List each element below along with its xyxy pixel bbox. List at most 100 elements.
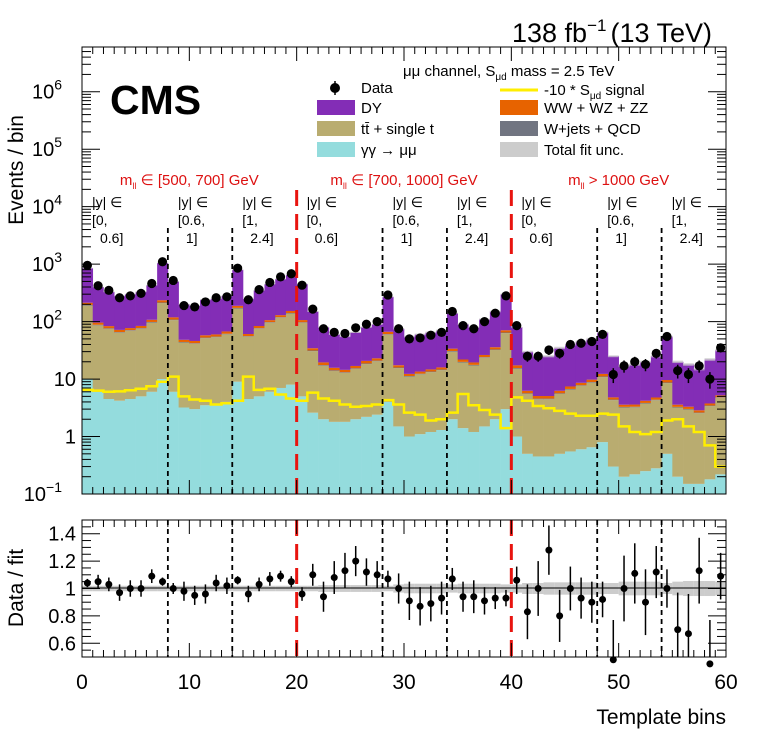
ratio-point — [373, 571, 381, 579]
ratio-point — [599, 595, 607, 603]
gammagamma-bar — [232, 381, 244, 494]
ratio-point — [577, 594, 585, 602]
ttbar-bar — [232, 308, 244, 382]
ttbar-bar — [414, 374, 426, 435]
y-tick-label: 10−1 — [24, 479, 62, 506]
ratio-point — [384, 575, 392, 583]
gammagamma-bar — [210, 405, 222, 494]
data-point — [608, 369, 618, 380]
ttbar-bar — [511, 368, 523, 437]
diboson-bar — [586, 379, 598, 383]
wjets-bar — [361, 363, 373, 365]
diboson-bar — [210, 334, 222, 337]
dy-bar — [264, 284, 276, 321]
gammagamma-bar — [124, 398, 136, 494]
ratio-point — [244, 590, 252, 598]
legend-diboson-swatch — [500, 100, 538, 115]
ratio-point — [352, 557, 360, 565]
data-point — [265, 277, 275, 288]
gammagamma-bar — [318, 419, 330, 494]
luminosity-label: 138 fb−1 (13 TeV) — [512, 16, 712, 48]
rapidity-label: |y| ∈ — [607, 194, 637, 210]
dy-bar — [575, 341, 587, 383]
gammagamma-bar — [672, 476, 684, 494]
ratio-point — [481, 597, 488, 605]
ttbar-bar — [457, 362, 469, 429]
ttbar-bar — [296, 322, 308, 397]
diboson-bar — [404, 373, 416, 377]
data-point — [233, 263, 243, 273]
wjets-bar — [92, 324, 104, 326]
dy-bar — [167, 281, 179, 318]
gammagamma-bar — [328, 421, 340, 494]
dy-bar — [243, 298, 255, 335]
diboson-bar — [157, 300, 169, 303]
diboson-bar — [103, 326, 115, 329]
ratio-point — [545, 546, 553, 554]
ratio-point — [631, 569, 639, 577]
gammagamma-bar — [650, 468, 662, 494]
ratio-point — [180, 587, 188, 595]
ttbar-bar — [565, 389, 577, 452]
gammagamma-bar — [425, 431, 437, 494]
data-point — [651, 348, 661, 358]
dy-bar — [479, 319, 491, 355]
wjets-bar — [479, 357, 491, 358]
dy-bar — [446, 313, 458, 349]
ttbar-bar — [618, 407, 630, 477]
data-point — [157, 257, 168, 267]
ratio-point — [159, 578, 166, 586]
wjets-bar — [715, 397, 727, 398]
ttbar-bar — [318, 365, 330, 420]
ratio-point — [201, 590, 209, 598]
ttbar-bar — [371, 361, 383, 415]
ratio-point — [556, 612, 564, 620]
ratio-point — [502, 594, 510, 602]
rapidity-label: 2.4] — [465, 230, 488, 246]
ratio-point — [287, 578, 295, 586]
gammagamma-bar — [468, 431, 480, 494]
wjets-bar — [285, 313, 297, 314]
wjets-bar — [661, 382, 673, 384]
fit-unc-segment — [543, 355, 555, 358]
dy-bar — [404, 336, 416, 374]
gammagamma-bar — [135, 396, 147, 494]
data-point — [662, 331, 672, 342]
rapidity-label: |y| ∈ — [457, 194, 487, 210]
gammagamma-bar — [597, 442, 609, 494]
ratio-y-tick-label: 0.6 — [48, 633, 76, 655]
ttbar-bar — [446, 351, 458, 420]
ratio-y-tick-label: 1.4 — [48, 524, 76, 546]
ttbar-bar — [275, 317, 287, 388]
diboson-bar — [446, 348, 458, 351]
ratio-point — [620, 585, 628, 592]
diboson-bar — [307, 348, 319, 351]
diboson-bar — [683, 406, 695, 409]
diboson-bar — [200, 335, 212, 338]
diboson-bar — [178, 339, 190, 342]
data-point — [415, 333, 425, 343]
diboson-bar — [650, 397, 662, 400]
ttbar-bar — [189, 343, 201, 410]
ratio-point — [83, 579, 91, 587]
ratio-point — [330, 574, 338, 582]
ttbar-bar — [124, 330, 136, 399]
wjets-bar — [243, 336, 255, 337]
ratio-point — [642, 598, 649, 606]
gammagamma-bar — [243, 398, 255, 494]
rapidity-label: |y| ∈ — [307, 194, 337, 210]
ttbar-bar — [264, 322, 276, 392]
ratio-point — [320, 593, 327, 601]
rapidity-label: [0.6, — [393, 212, 420, 228]
gammagamma-bar — [92, 391, 104, 494]
data-point — [275, 272, 286, 282]
ratio-point — [706, 660, 714, 668]
dy-bar — [500, 294, 512, 331]
ttbar-bar — [468, 365, 480, 432]
data-point — [394, 324, 404, 334]
dy-bar — [82, 268, 94, 303]
rapidity-label: |y| ∈ — [521, 194, 551, 210]
dy-bar — [318, 327, 330, 363]
gammagamma-bar — [404, 436, 416, 494]
data-point — [555, 348, 565, 358]
